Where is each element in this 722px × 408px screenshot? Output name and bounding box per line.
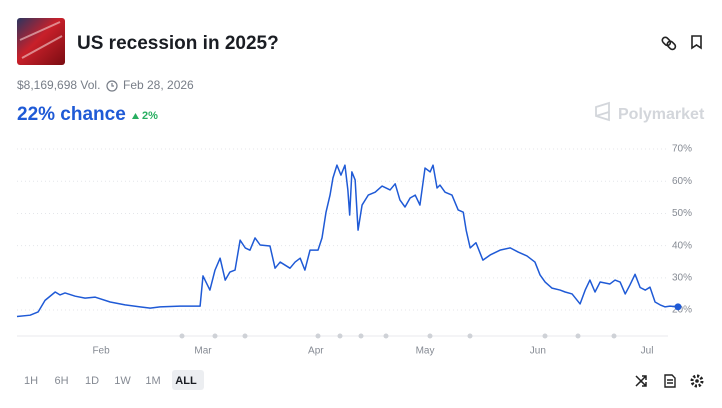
y-tick-label: 50%: [672, 208, 692, 219]
y-tick-label: 20%: [672, 305, 692, 316]
x-tick-label: May: [416, 346, 435, 357]
range-button[interactable]: 1D: [85, 375, 99, 387]
range-button[interactable]: 1M: [145, 375, 160, 387]
link-button[interactable]: [661, 36, 677, 51]
change: 2%: [142, 110, 158, 122]
brand-name: Polymarket: [618, 106, 705, 123]
change-arrow: [132, 113, 139, 119]
x-tick-label: Jun: [530, 346, 546, 357]
x-tick-label: Feb: [92, 346, 110, 357]
range-button[interactable]: ALL: [175, 375, 197, 387]
y-tick-label: 30%: [672, 272, 692, 283]
bookmark-button[interactable]: [691, 35, 702, 50]
range-button[interactable]: 1W: [114, 375, 131, 387]
thumbnail-stripes: [19, 21, 63, 59]
price-line: [16, 164, 679, 318]
x-tick-label: Mar: [194, 346, 212, 357]
market-thumbnail: [17, 18, 65, 65]
document-button[interactable]: [664, 374, 676, 388]
chance: 22% chance: [17, 104, 126, 125]
brand-logo: [595, 101, 610, 122]
end-date: Feb 28, 2026: [123, 78, 194, 92]
event-markers: [179, 333, 617, 339]
x-tick-label: Jul: [641, 346, 654, 357]
range-button[interactable]: 1H: [24, 375, 38, 387]
volume: $8,169,698 Vol.: [17, 78, 100, 92]
range-selected-bg: [172, 370, 204, 390]
settings-button[interactable]: [690, 374, 704, 388]
range-button[interactable]: 6H: [54, 375, 68, 387]
y-tick-label: 60%: [672, 176, 692, 187]
shuffle-button[interactable]: [635, 375, 647, 387]
market-title: US recession in 2025?: [77, 33, 279, 54]
y-tick-label: 70%: [672, 144, 692, 155]
x-tick-label: Apr: [308, 346, 324, 357]
clock-icon: [106, 80, 118, 92]
last-point: [674, 303, 682, 311]
y-tick-label: 40%: [672, 240, 692, 251]
